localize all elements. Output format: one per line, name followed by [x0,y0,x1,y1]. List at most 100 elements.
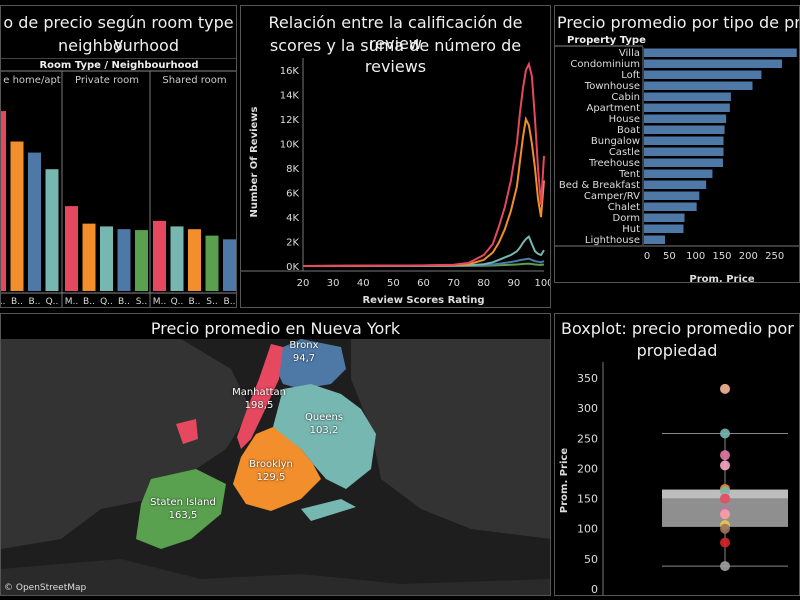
p3-bar [644,48,797,57]
nyc-map[interactable] [1,339,551,596]
p3-bar [644,81,753,90]
p1-bar [205,235,219,291]
p3-category-label: Dorm [613,213,641,224]
borough-staten-island-shape [136,469,226,549]
borough-bronx-shape [276,339,346,389]
p1-tick-label: M.. [153,297,167,307]
p1-header: Room Type / Neighbourhood [39,60,198,71]
p1-bar [10,141,24,291]
p3-category-label: Townhouse [584,81,640,92]
p1-bar [135,230,148,291]
p1-tick-label: B.. [11,297,23,307]
p3-bar [644,224,684,233]
p2-y-label: Number Of Reviews [249,106,260,217]
p3-category-label: Camper/RV [584,191,640,202]
p5-point [720,561,730,572]
p2-series-line [302,61,545,267]
p1-tick-label: B.. [83,297,95,307]
p3-category-label: House [609,114,640,125]
borough-manhattan-shape [237,344,283,449]
p2-y-tick: 16K [280,66,300,77]
panel5-boxplot-chart: 0 50 100 150 200 250 300 350 Prom. Price [559,362,788,596]
p1-group-label: Shared room [162,75,226,86]
borough-name: Bronx [289,340,319,351]
p5-y-label: Prom. Price [559,448,570,513]
panel2-title-line2: scores y la suma de número de reviews [269,36,522,76]
map-land-south [1,559,550,595]
p2-y-tick: 10K [280,140,300,151]
p1-bar [117,229,131,291]
panel1-title-line1: o de precio según room type y [3,13,234,53]
p3-x-tick: 200 [739,251,758,262]
p1-tick-label: B.. [224,297,236,307]
p2-y-tick: 12K [280,115,300,126]
panel2-line-chart: 0K 2K 4K 6K 8K 10K 12K 14K 16K 20 30 40 50 60 70 80 90 10… [241,58,550,306]
p2-y-tick: 6K [286,189,299,200]
p1-bar [65,206,78,291]
p2-series-line [302,234,545,267]
p5-y-tick: 250 [577,432,598,445]
p5-point [720,509,730,520]
p3-bar [644,92,731,101]
p1-tick-label: B.. [118,297,130,307]
p2-y-tick: 0K [286,262,299,273]
borough-value: 163,5 [168,510,198,521]
p1-tick-label: Q.. [46,297,59,307]
p5-point [720,428,730,439]
borough-value: 198,5 [244,400,274,411]
p1-bar [153,220,166,291]
p2-series-line [302,115,545,267]
p1-bar [1,111,6,291]
panel1-bar-chart: Room Type / Neighbourhood e home/apt B.. B.… [1,58,236,307]
borough-value: 129,5 [256,472,286,483]
p1-tick-label: S.. [136,297,147,307]
p1-tick-label: B.. [29,297,41,307]
p2-x-tick: 50 [387,278,400,289]
p2-y-tick: 8K [286,164,299,175]
p3-bar [644,114,727,123]
p5-y-tick: 200 [577,462,598,475]
p1-group-label: e home/apt [3,75,61,86]
p1-tick-label: M.. [65,297,79,307]
p1-tick-label: S.. [206,297,217,307]
panel-boxplot: Boxplot: precio promedio por ti propieda… [554,313,800,596]
p3-category-label: Hut [622,224,640,235]
borough-value: 94,7 [292,353,316,364]
p1-tick-label: Q.. [100,297,113,307]
p2-y-tick: 2K [286,238,299,249]
p1-tick-label: B.. [189,297,201,307]
map-attribution: © OpenStreetMap [4,583,87,593]
borough-label-queens: Queens 103,2 [274,411,374,437]
p1-tick-label: B.. [1,297,5,307]
p3-category-label: Apartment [586,103,640,114]
panel-room-type-neighbourhood: o de precio según room type y neighbourh… [0,5,237,308]
borough-queens-shape [273,384,376,489]
panel5-title-line2: propiedad [636,341,718,360]
p2-x-tick: 80 [477,278,490,289]
p2-x-tick: 40 [357,278,370,289]
p3-bar [644,59,782,68]
p1-tick-label: Q.. [171,297,184,307]
p3-x-tick: 0 [644,251,650,262]
p3-category-label: Treehouse [588,158,640,169]
p3-bar [644,136,724,145]
p5-y-tick: 350 [577,372,598,385]
p3-category-label: Chalet [608,202,640,213]
p5-y-tick: 100 [577,523,598,536]
p3-bar [644,191,700,200]
p5-y-tick: 0 [591,583,598,596]
p2-y-tick: 14K [280,91,300,102]
p5-point [720,523,730,534]
p3-category-label: Cabin [611,92,640,103]
panel1-title-line2: neighbourhood [58,36,179,55]
p5-point [720,383,730,394]
p2-x-tick: 70 [447,278,460,289]
panel2-title-line1: Relación entre la calificación de review [268,13,523,53]
p1-bar [28,152,41,291]
p3-category-label: Bed & Breakfast [559,180,640,191]
p3-category-label: Boat [617,125,640,136]
p3-bar [644,202,697,211]
borough-name: Queens [304,412,344,423]
borough-label-bronx: Bronx 94,7 [254,339,354,365]
p5-y-tick: 150 [577,493,598,506]
